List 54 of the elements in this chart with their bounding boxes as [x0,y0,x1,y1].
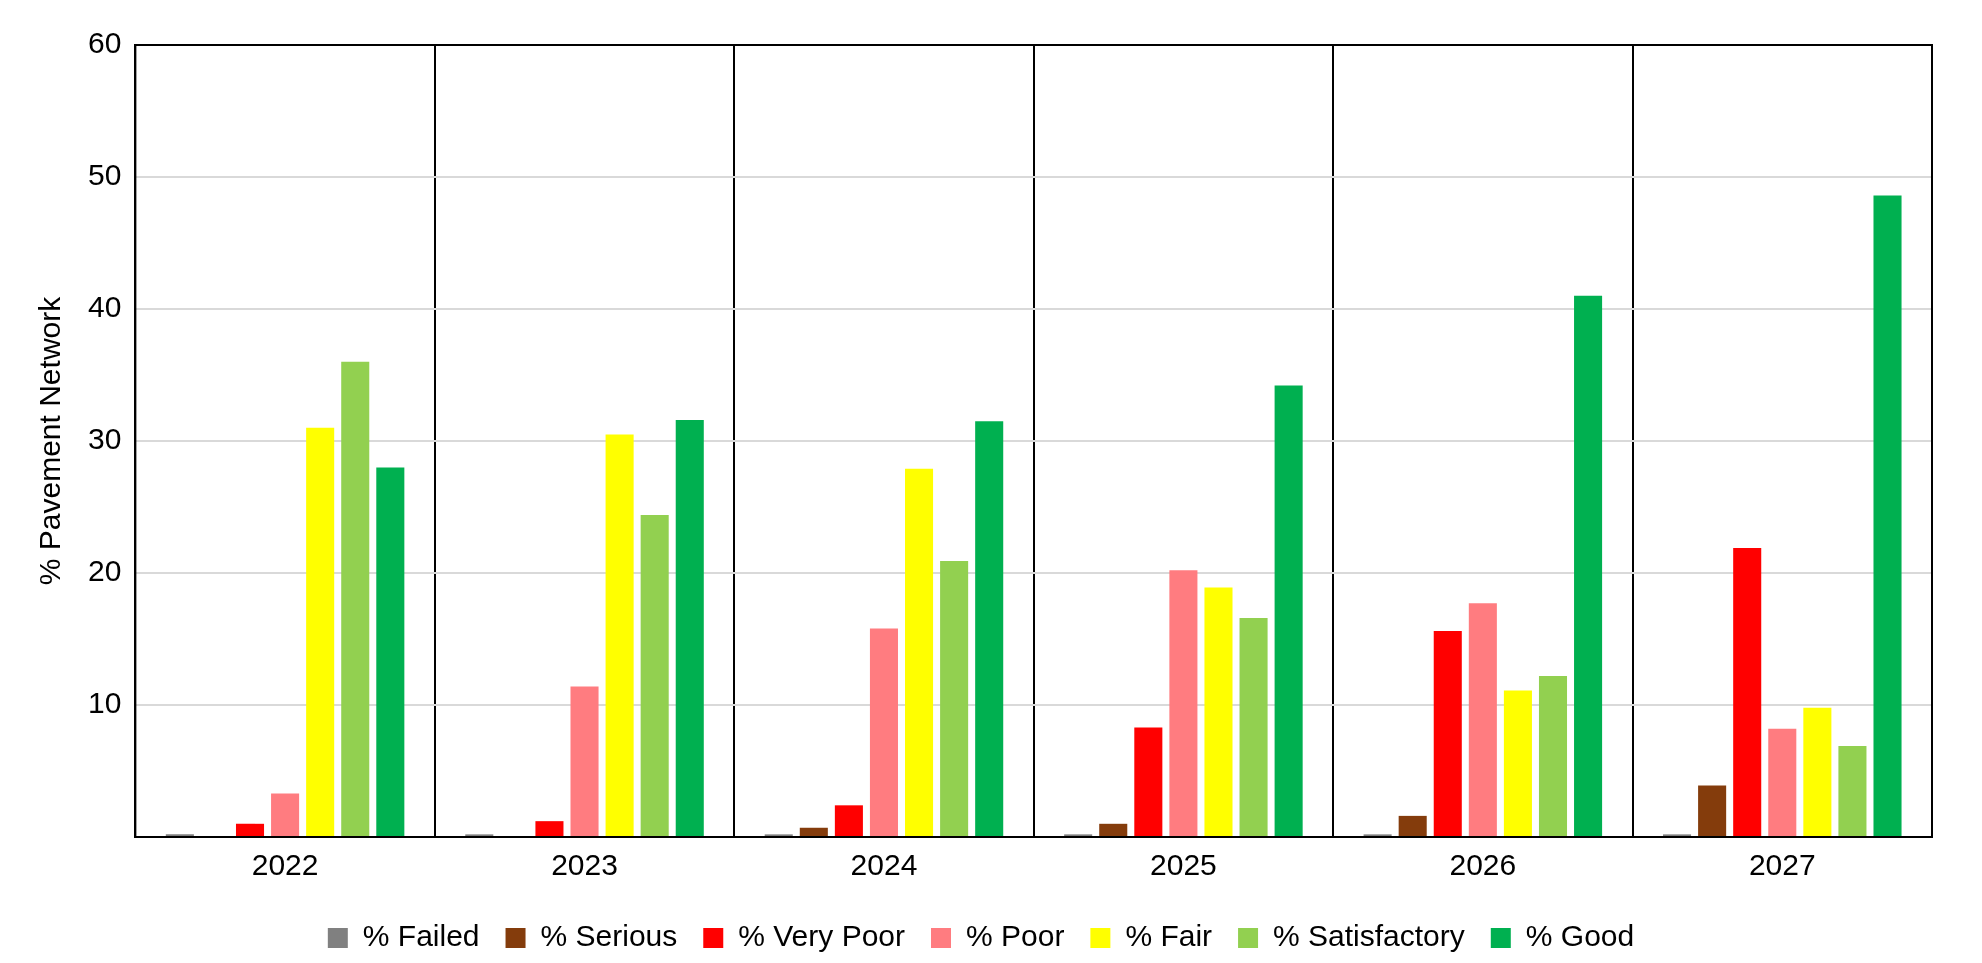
legend-label: % Very Poor [738,919,906,953]
y-tick-label: 30 [87,422,122,456]
bar [1433,631,1462,836]
legend-label: % Fair [1125,919,1213,953]
bar [834,805,863,836]
bar [1873,195,1902,836]
y-tick-label: 50 [87,158,122,192]
bar [1768,728,1797,836]
bar [1733,547,1762,836]
y-tick-label: 20 [87,554,122,588]
x-tick-label: 2023 [551,848,618,882]
bar [675,419,704,836]
x-tick-label: 2022 [251,848,319,882]
y-axis-title: % Pavement Network [33,295,67,586]
bar [1468,603,1497,836]
bar [1134,727,1163,836]
bar [1099,823,1128,836]
bar [535,821,564,836]
bar [570,686,599,836]
bar [1274,385,1303,836]
bar [1503,690,1532,836]
bar [271,793,300,836]
bar [306,427,335,836]
bar [1398,815,1427,836]
y-tick-label: 60 [87,26,122,60]
legend-label: % Serious [540,919,678,953]
legend-label: % Poor [966,919,1065,953]
bar [341,361,370,836]
bar [1538,675,1568,836]
bar [905,468,934,836]
bar [1838,745,1867,836]
bar [1239,617,1268,836]
y-tick-label: 40 [87,290,122,324]
bar [1169,570,1198,836]
bar [869,628,898,836]
y-tick-label: 10 [87,686,122,720]
bar [235,823,265,836]
bar [940,561,969,836]
x-tick-label: 2027 [1748,848,1816,882]
bar [975,421,1004,836]
bar [640,514,669,836]
bar [1204,587,1233,836]
x-tick-label: 2026 [1449,848,1517,882]
legend-label: % Failed [362,919,480,953]
x-tick-label: 2025 [1150,848,1217,882]
legend-label: % Satisfactory [1273,919,1465,953]
legend-label: % Good [1525,919,1635,953]
bar [605,434,634,836]
x-tick-label: 2024 [850,848,918,882]
bar [1698,785,1727,836]
bar [799,827,828,836]
bar [1574,295,1603,836]
bar [1803,707,1832,836]
bar [376,467,405,836]
